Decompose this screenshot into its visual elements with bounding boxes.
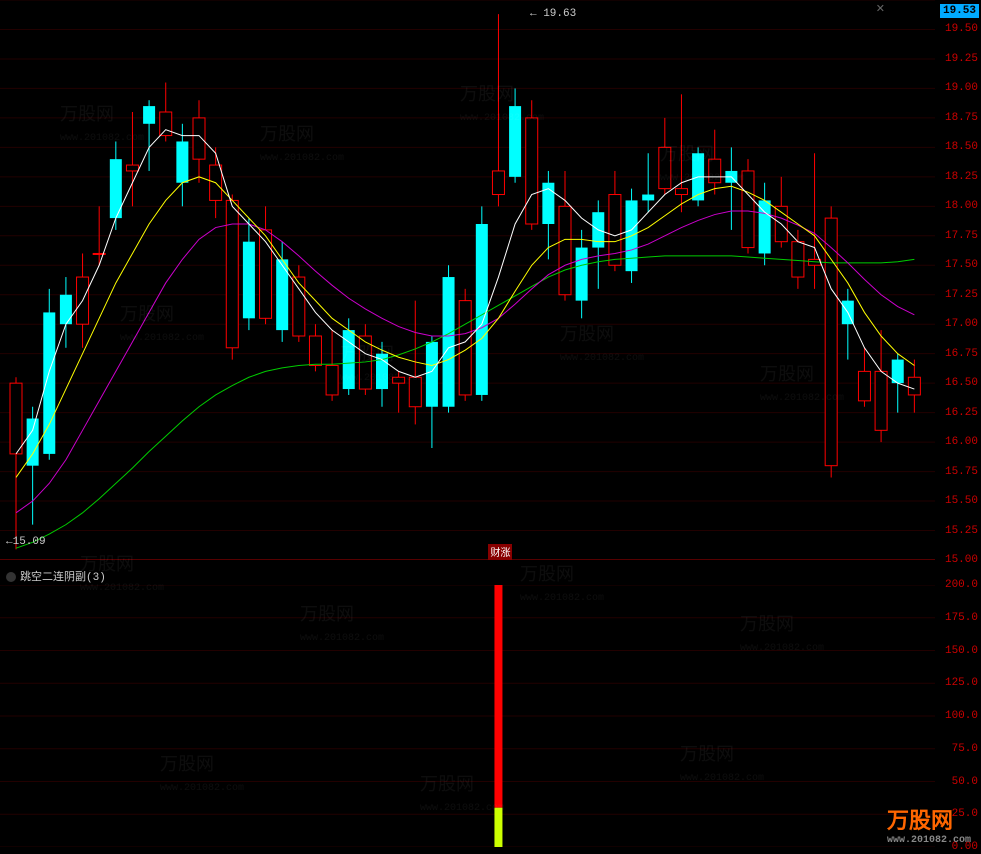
ytick: 17.50 — [945, 259, 978, 271]
site-logo: 万股网www.201082.com — [887, 803, 971, 846]
ytick: 15.50 — [945, 495, 978, 507]
indicator-canvas — [0, 585, 935, 847]
ytick: 75.0 — [952, 743, 978, 755]
ytick: 17.25 — [945, 289, 978, 301]
ytick: 17.00 — [945, 318, 978, 330]
ytick: 17.75 — [945, 230, 978, 242]
ytick: 50.0 — [952, 776, 978, 788]
ytick: 16.50 — [945, 377, 978, 389]
ytick: 15.00 — [945, 554, 978, 566]
ytick: 18.25 — [945, 171, 978, 183]
ytick: 19.50 — [945, 23, 978, 35]
ytick: 175.0 — [945, 612, 978, 624]
ytick: 19.25 — [945, 53, 978, 65]
close-icon[interactable]: ✕ — [876, 2, 885, 16]
ytick: 150.0 — [945, 645, 978, 657]
ytick: 100.0 — [945, 710, 978, 722]
ytick: 16.00 — [945, 436, 978, 448]
ytick: 200.0 — [945, 579, 978, 591]
ytick: 19.00 — [945, 82, 978, 94]
indicator-panel[interactable] — [0, 585, 935, 847]
ytick: 18.50 — [945, 141, 978, 153]
ytick: 18.75 — [945, 112, 978, 124]
low-label: ←15.09 — [6, 536, 46, 548]
high-label: ← 19.63 — [530, 8, 576, 20]
current-price-box: 19.53 — [940, 4, 979, 18]
indicator-title: 跳空二连阴副(3) — [6, 568, 106, 584]
ytick: 16.25 — [945, 407, 978, 419]
price-chart[interactable]: ← 19.63 ←15.09 财涨 ✕ — [0, 0, 935, 560]
ytick: 16.75 — [945, 348, 978, 360]
ytick: 15.75 — [945, 466, 978, 478]
signal-flag: 财涨 — [488, 544, 512, 560]
price-axis: 19.53 19.50 19.25 19.00 18.75 18.50 18.25 18.0… — [935, 0, 981, 560]
ytick: 125.0 — [945, 677, 978, 689]
chart-canvas — [0, 0, 935, 560]
ytick: 18.00 — [945, 200, 978, 212]
ytick: 15.25 — [945, 525, 978, 537]
